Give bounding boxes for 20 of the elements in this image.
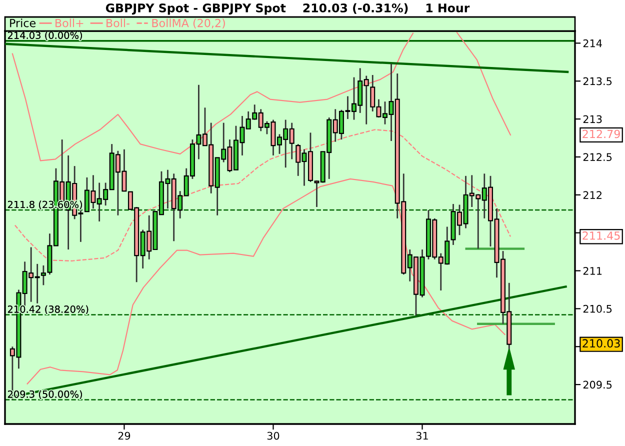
x-tick-label: 31 bbox=[416, 432, 428, 440]
x-tick-label: 29 bbox=[118, 432, 130, 440]
chart-title: GBPJPY Spot - GBPJPY Spot 210.03 (-0.31%) 1 Hour bbox=[106, 3, 470, 15]
y-tick-label: 213.5 bbox=[583, 77, 612, 86]
y-tick-label: 212 bbox=[583, 191, 602, 199]
x-tick-label: 30 bbox=[267, 432, 280, 440]
legend-label: BollMA (20,2) bbox=[152, 18, 225, 29]
y-tick-label: 210.5 bbox=[583, 304, 612, 313]
y-tick-label: 212.5 bbox=[583, 153, 612, 162]
legend-label: Boll- bbox=[106, 18, 130, 28]
y-tick-label: 211 bbox=[583, 266, 602, 275]
y-tick-label: 209.5 bbox=[583, 380, 612, 389]
y-tick-label: 214 bbox=[583, 39, 602, 48]
y-tick-label: 213 bbox=[583, 115, 602, 124]
text: 212.79 bbox=[582, 130, 620, 138]
text: 210.03 bbox=[582, 339, 620, 348]
y-axis-title: Price bbox=[10, 18, 36, 28]
text: 211.45 bbox=[582, 231, 620, 240]
legend-label: Boll+ bbox=[56, 18, 84, 28]
ref-line-label: 214.03 (0.00%) bbox=[8, 31, 82, 40]
